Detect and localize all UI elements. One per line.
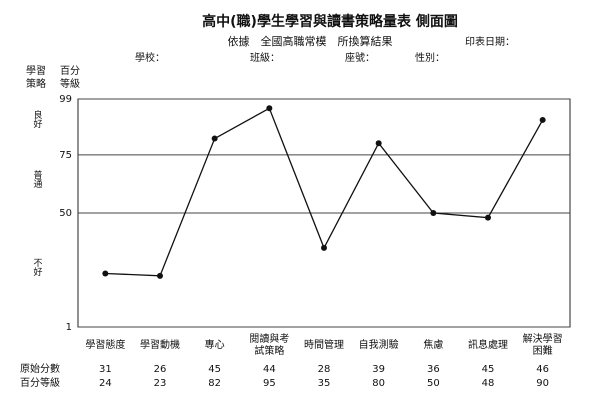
category-label: 解決學習 bbox=[523, 332, 563, 345]
category-label: 訊息處理 bbox=[468, 338, 508, 351]
raw-score: 39 bbox=[372, 364, 385, 375]
point bbox=[211, 135, 218, 142]
info-field: 學校： bbox=[135, 51, 165, 64]
percentile: 48 bbox=[482, 378, 495, 389]
category-label: 學習態度 bbox=[85, 338, 125, 351]
raw-score: 28 bbox=[318, 364, 331, 375]
info-field: 性別： bbox=[415, 51, 445, 64]
y-tick-label: 50 bbox=[59, 208, 72, 219]
title: 高中(職)學生學習與讀書策略量表 側面圖 bbox=[202, 13, 458, 30]
raw-score: 31 bbox=[99, 364, 112, 375]
raw-score: 44 bbox=[263, 364, 276, 375]
category-label: 學習動機 bbox=[140, 338, 180, 351]
row-header: 策略 bbox=[26, 77, 46, 90]
scale-header: 等級 bbox=[60, 77, 80, 90]
point bbox=[266, 105, 273, 112]
info-field: 班級： bbox=[250, 51, 280, 64]
subtitle: 依據 全國高職常模 所換算結果 bbox=[228, 34, 393, 48]
raw-score: 45 bbox=[482, 364, 495, 375]
band-label: 良好 bbox=[32, 109, 43, 129]
point bbox=[375, 140, 382, 147]
category-label: 閱讀與考 bbox=[249, 332, 289, 345]
point bbox=[539, 116, 546, 123]
category-label: 專心 bbox=[205, 338, 225, 351]
percentile: 50 bbox=[427, 378, 440, 389]
category-label: 時間管理 bbox=[304, 338, 344, 351]
point bbox=[157, 272, 163, 279]
y-tick-label: 99 bbox=[59, 94, 72, 105]
row-label: 百分等級 bbox=[20, 376, 60, 389]
y-tick-label: 75 bbox=[59, 150, 72, 161]
percentile: 80 bbox=[372, 378, 385, 389]
category-label: 困難 bbox=[533, 344, 553, 357]
y-tick-label: 1 bbox=[66, 322, 72, 333]
category-label: 試策略 bbox=[254, 344, 284, 357]
percentile: 90 bbox=[536, 378, 549, 389]
category-label: 自我測驗 bbox=[359, 338, 399, 351]
row-label: 原始分數 bbox=[20, 362, 60, 375]
point bbox=[430, 210, 437, 216]
raw-score: 45 bbox=[208, 364, 221, 375]
percentile: 24 bbox=[99, 378, 112, 389]
raw-score: 46 bbox=[536, 364, 549, 375]
info-field: 座號： bbox=[345, 51, 375, 64]
scale-header: 百分 bbox=[60, 65, 80, 77]
raw-score: 36 bbox=[427, 364, 440, 375]
percentile: 23 bbox=[154, 378, 167, 389]
point bbox=[102, 270, 109, 277]
band-label: 普通 bbox=[32, 169, 43, 189]
point bbox=[485, 214, 491, 221]
point bbox=[321, 244, 327, 251]
category-label: 焦慮 bbox=[423, 338, 443, 351]
percentile: 82 bbox=[208, 378, 221, 389]
band-label: 不好 bbox=[32, 258, 43, 277]
print-date: 印表日期： bbox=[465, 35, 515, 48]
percentile: 95 bbox=[263, 378, 276, 389]
row-header: 學習 bbox=[26, 64, 46, 77]
percentile: 35 bbox=[318, 378, 331, 389]
raw-score: 26 bbox=[154, 364, 167, 375]
